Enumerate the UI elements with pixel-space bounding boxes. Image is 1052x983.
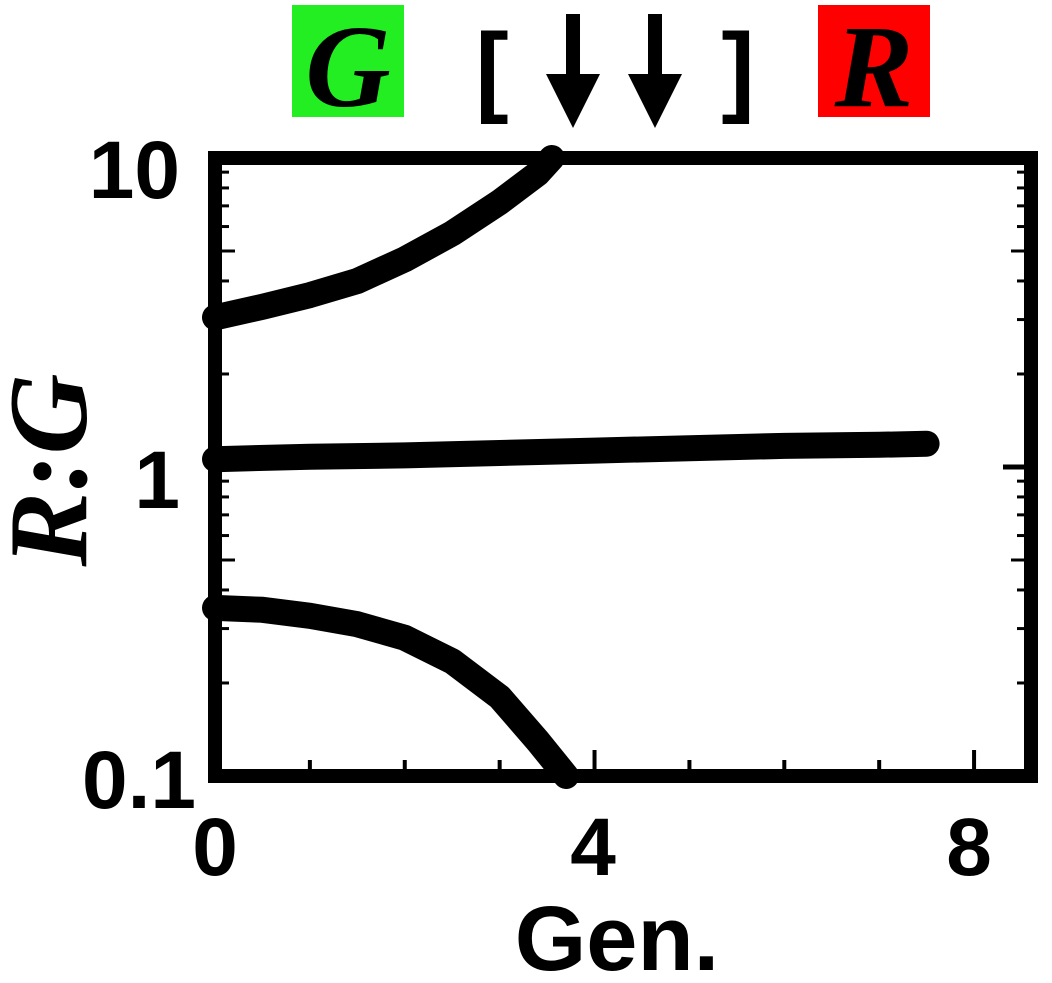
data-series xyxy=(202,145,940,789)
green-badge-background xyxy=(292,5,404,117)
red-badge-background xyxy=(818,5,930,117)
axis-ticks xyxy=(215,170,1031,776)
x-tick-label: 8 xyxy=(946,802,992,893)
y-tick-label: 0.1 xyxy=(82,735,196,826)
x-axis-title: Gen. xyxy=(515,888,719,983)
red-badge-label: R xyxy=(834,1,914,132)
open-bracket: [ xyxy=(475,13,508,125)
series-line-2 xyxy=(202,430,940,473)
y-axis-title: R:G xyxy=(0,374,111,568)
close-bracket: ] xyxy=(721,13,754,125)
green-badge-label: G xyxy=(305,1,390,132)
x-tick-label: 4 xyxy=(570,802,616,893)
series-line-3 xyxy=(202,594,580,789)
series-line-1 xyxy=(202,145,565,331)
down-arrow-icon xyxy=(628,14,682,128)
y-tick-label: 1 xyxy=(134,435,180,526)
x-tick-label: 0 xyxy=(192,802,238,893)
down-arrow-icon xyxy=(546,14,600,128)
y-tick-label: 10 xyxy=(89,125,180,216)
